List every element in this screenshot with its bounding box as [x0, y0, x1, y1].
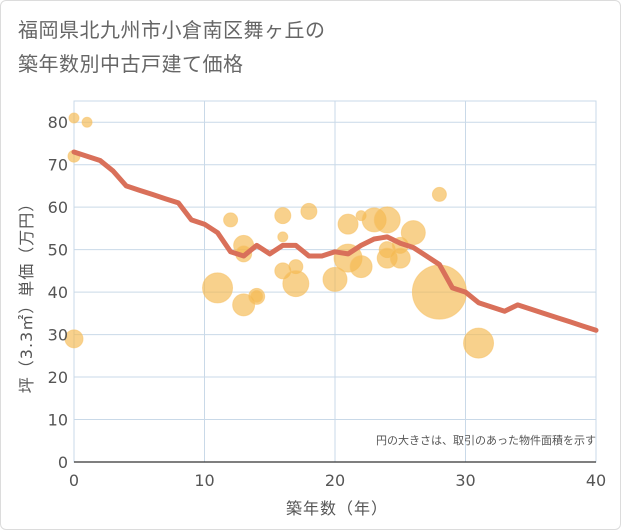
y-tick-label: 70 — [48, 156, 68, 175]
y-tick-label: 50 — [48, 241, 68, 260]
grid-lines — [73, 100, 597, 463]
y-axis-label: 坪（3.3㎡）単価（万円） — [17, 195, 36, 393]
y-tick-label: 0 — [58, 453, 68, 472]
bubble-size-note: 円の大きさは、取引のあった物件面積を示す — [376, 433, 596, 447]
y-tick-label: 20 — [48, 368, 68, 387]
data-bubble — [349, 255, 373, 279]
data-bubble — [68, 112, 80, 124]
data-bubble — [223, 212, 239, 228]
x-tick-label: 40 — [586, 471, 606, 490]
data-bubble — [337, 213, 359, 235]
data-bubble — [322, 266, 348, 292]
data-bubble — [373, 206, 401, 234]
average-price-trend-line — [71, 149, 599, 333]
chart-title: 福岡県北九州市小倉南区舞ヶ丘の 築年数別中古戸建て価格 — [18, 13, 578, 81]
data-bubble — [463, 327, 495, 359]
data-bubble — [202, 272, 234, 304]
x-tick-label: 20 — [325, 471, 345, 490]
data-bubble — [389, 247, 411, 269]
bubble-series — [64, 112, 495, 359]
data-bubble — [64, 329, 84, 349]
data-bubble — [250, 289, 264, 303]
x-tick-label: 30 — [455, 471, 475, 490]
x-tick-label: 0 — [69, 471, 79, 490]
chart-title-line-2: 築年数別中古戸建て価格 — [18, 52, 244, 76]
data-bubble — [282, 270, 310, 298]
y-tick-label: 40 — [48, 283, 68, 302]
data-bubble — [400, 220, 426, 246]
data-bubble — [277, 231, 289, 243]
y-tick-label: 10 — [48, 411, 68, 430]
data-bubble — [274, 207, 292, 225]
y-tick-label: 60 — [48, 198, 68, 217]
axis-ticks: 0 10 20 30 40 50 60 70 80 0 10 20 30 40 — [48, 113, 607, 490]
x-axis-label: 築年数（年） — [286, 499, 388, 518]
y-tick-label: 80 — [48, 113, 68, 132]
y-tick-label: 30 — [48, 326, 68, 345]
data-bubble — [81, 116, 93, 128]
data-bubble — [431, 186, 447, 202]
trend-line-series — [71, 149, 599, 333]
data-bubble — [300, 202, 318, 220]
chart-title-line-1: 福岡県北九州市小倉南区舞ヶ丘の — [18, 18, 326, 42]
x-tick-label: 10 — [194, 471, 214, 490]
